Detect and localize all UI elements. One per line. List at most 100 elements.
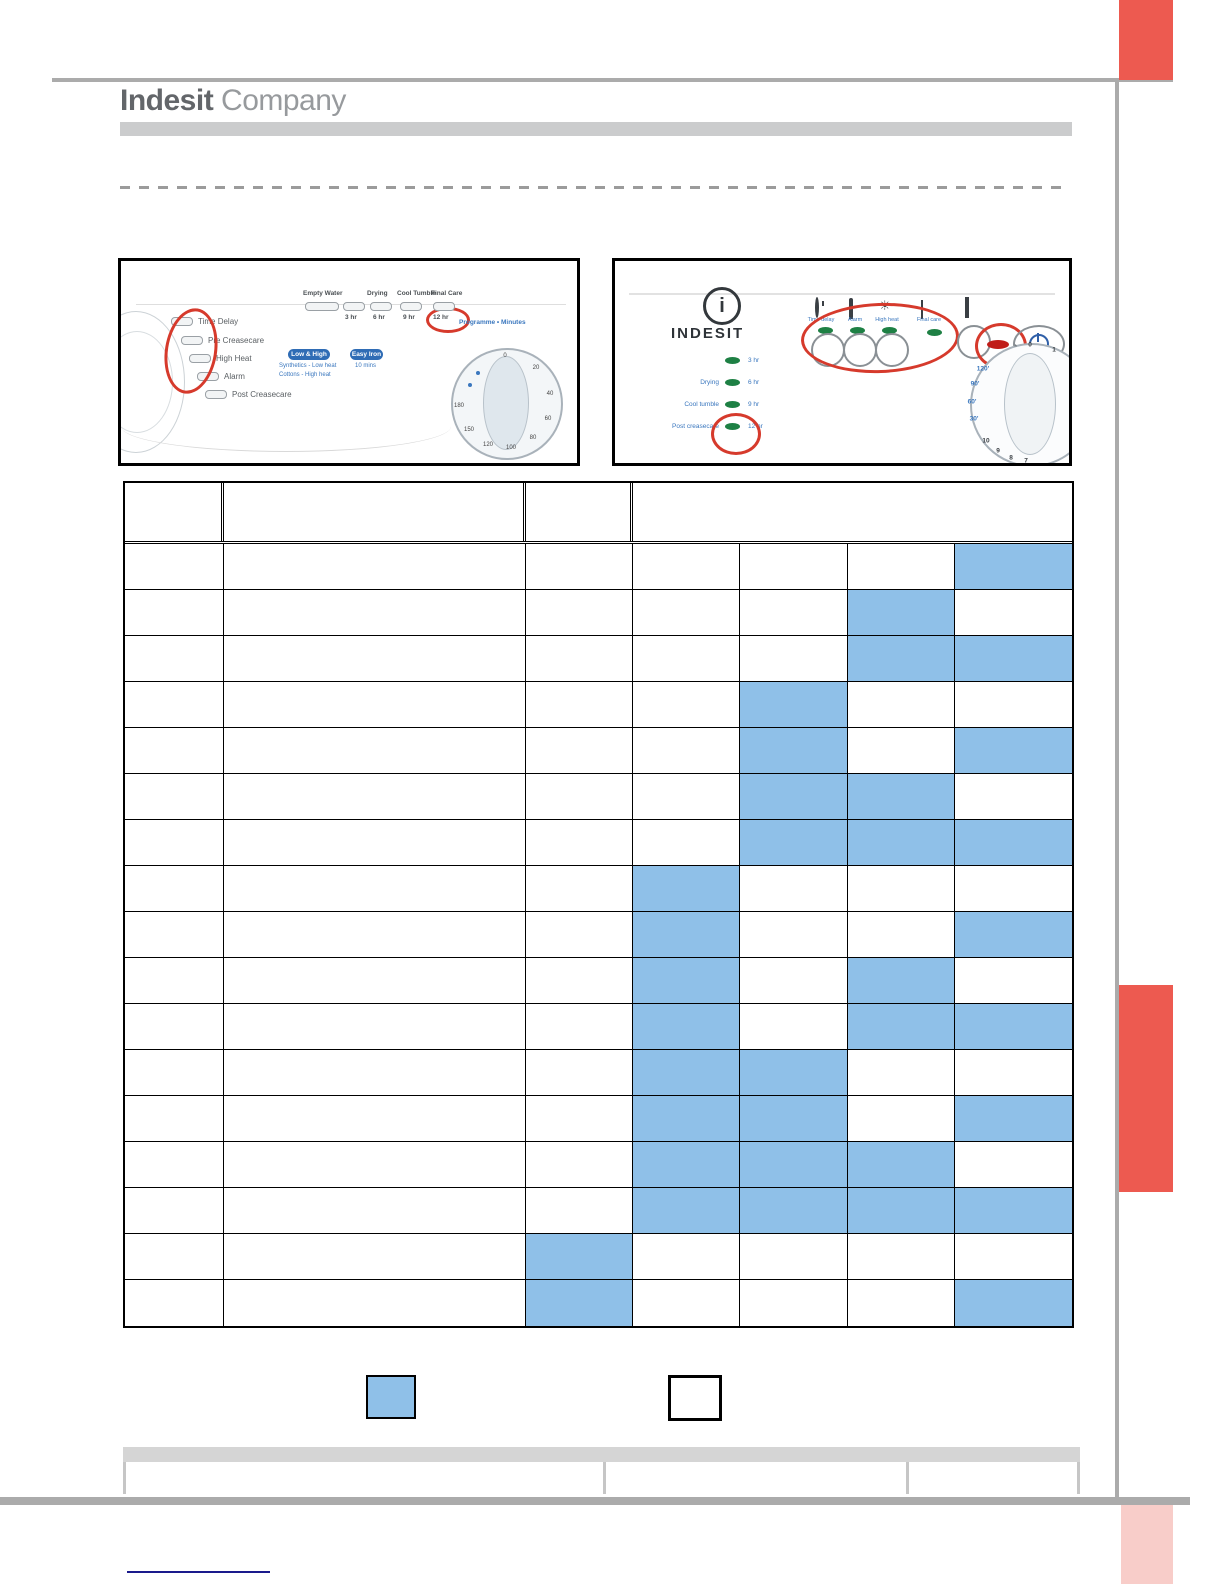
dial-dot xyxy=(476,371,480,375)
dial-dot xyxy=(468,383,472,387)
option-subtext-cottons: Cottons - High heat xyxy=(279,372,331,378)
label-cell xyxy=(224,866,526,912)
dial-mark: 30' xyxy=(969,415,979,423)
time-label-3hr: 3 hr xyxy=(345,314,357,321)
legend-led-off-swatch xyxy=(668,1375,722,1421)
led-off-cell xyxy=(740,590,848,636)
led-on-cell xyxy=(633,1188,740,1234)
label-cell xyxy=(125,544,224,590)
led-label: High Heat xyxy=(216,354,252,363)
right-vertical-rule xyxy=(1115,80,1119,1500)
control-panel-figure-right: i INDESIT ☀ Time delay Alarm High heat F… xyxy=(612,258,1072,466)
dial-mark: 7 xyxy=(1024,457,1028,465)
table-row xyxy=(125,636,1072,682)
indesit-logo-mark: i xyxy=(703,287,741,325)
logo-bold-text: Indesit xyxy=(120,84,214,117)
dial-pointer xyxy=(1004,353,1056,455)
led-off-cell xyxy=(740,1234,848,1280)
led-off-cell xyxy=(955,1234,1072,1280)
led-item: Pre Creasecare xyxy=(181,336,264,345)
led-off-cell xyxy=(955,590,1072,636)
led-off-cell xyxy=(633,544,740,590)
led-off-cell xyxy=(740,1280,848,1326)
green-led xyxy=(725,357,740,364)
label-cell xyxy=(125,1188,224,1234)
icon-label-time-delay: Time delay xyxy=(807,317,835,323)
led-on-cell xyxy=(740,1188,848,1234)
dial-mark: 150 xyxy=(463,427,475,433)
led-off-cell xyxy=(633,636,740,682)
timer-dial xyxy=(970,343,1069,463)
led-off-cell xyxy=(526,728,633,774)
table-header-cell xyxy=(633,483,1072,541)
dial-mark: 80 xyxy=(529,435,537,441)
green-led xyxy=(882,327,897,334)
panel-sketch-arc xyxy=(121,401,451,452)
led-off-cell xyxy=(848,1096,955,1142)
led-off-cell xyxy=(740,544,848,590)
led-label: Pre Creasecare xyxy=(208,336,265,345)
label-cell xyxy=(125,958,224,1004)
led-off-cell xyxy=(848,1234,955,1280)
led-pill xyxy=(197,372,219,381)
panel-label-drying: Drying xyxy=(367,290,388,297)
panel-label-cool-tumble: Cool Tumble xyxy=(397,290,436,297)
led-off-cell xyxy=(526,1096,633,1142)
led-pill xyxy=(433,302,455,311)
table-row xyxy=(125,728,1072,774)
led-item: High Heat xyxy=(189,354,252,363)
table-header-cell xyxy=(526,483,633,541)
led-on-cell xyxy=(633,1004,740,1050)
led-item: Alarm xyxy=(197,372,245,381)
table-row xyxy=(125,1142,1072,1188)
table-row xyxy=(125,912,1072,958)
option-button xyxy=(875,333,909,367)
fan-icon: * xyxy=(1014,343,1018,352)
hour-led-row: Cool tumble 9 hr xyxy=(615,399,815,413)
led-off-cell xyxy=(526,774,633,820)
table-row xyxy=(125,866,1072,912)
led-off-cell xyxy=(526,1142,633,1188)
label-cell xyxy=(125,1234,224,1280)
hour-row-label: Post creasecare xyxy=(672,423,719,430)
led-off-cell xyxy=(955,774,1072,820)
hyperlink-underline[interactable] xyxy=(127,1571,270,1573)
label-cell xyxy=(125,1142,224,1188)
led-on-cell xyxy=(955,820,1072,866)
dial-mark: 0 xyxy=(503,353,507,359)
hour-row-label: Cool tumble xyxy=(684,401,719,408)
led-off-cell xyxy=(526,912,633,958)
table-row xyxy=(125,1234,1072,1280)
logo-underline-bar xyxy=(120,122,1072,136)
icon-label-high-heat: High heat xyxy=(875,317,899,323)
footer-divider xyxy=(603,1462,606,1494)
led-off-cell xyxy=(955,958,1072,1004)
footer-divider xyxy=(123,1462,126,1494)
timer-dial-marks: 0 1 120' 90' 60' 30' 10 9 8 7 * xyxy=(967,342,1069,465)
label-cell xyxy=(224,544,526,590)
led-off-cell xyxy=(740,1004,848,1050)
label-cell xyxy=(125,912,224,958)
table-row xyxy=(125,1050,1072,1096)
dial-mark: 10 xyxy=(982,437,990,445)
control-panel-figure-left: Time Delay Pre Creasecare High Heat Alarm Po… xyxy=(118,258,580,466)
led-item: Post Creasecare xyxy=(205,390,292,399)
green-led xyxy=(927,329,942,336)
led-on-cell xyxy=(740,820,848,866)
dial-mark: 1 xyxy=(1052,346,1056,354)
dial-mark: 100 xyxy=(505,445,517,451)
dial-mark: 60' xyxy=(967,398,977,406)
label-cell xyxy=(125,636,224,682)
led-off-cell xyxy=(740,912,848,958)
label-cell xyxy=(125,774,224,820)
panel-label-empty-water: Empty Water xyxy=(303,290,343,297)
label-cell xyxy=(125,866,224,912)
led-on-cell xyxy=(633,866,740,912)
hour-value: 6 hr xyxy=(748,379,760,386)
led-on-cell xyxy=(633,1096,740,1142)
led-off-cell xyxy=(526,636,633,682)
label-cell xyxy=(224,1004,526,1050)
dashed-divider xyxy=(120,186,1070,189)
label-cell xyxy=(125,1004,224,1050)
led-on-cell xyxy=(955,544,1072,590)
